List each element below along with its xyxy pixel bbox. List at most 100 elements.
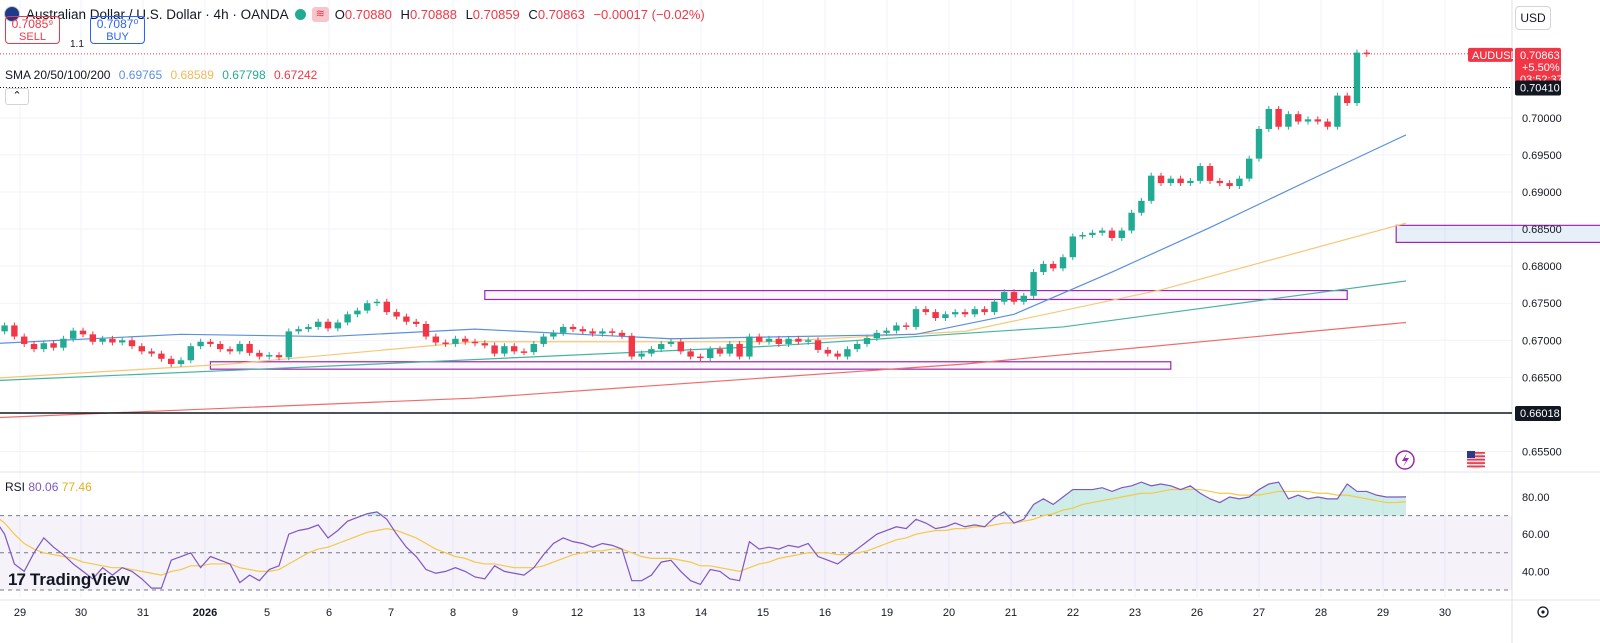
settings-gear-icon	[1537, 606, 1549, 618]
candle	[403, 316, 410, 322]
candle	[305, 326, 312, 330]
candle	[70, 330, 77, 339]
candle	[648, 349, 655, 354]
sma-label: SMA 20/50/100/200	[5, 68, 111, 82]
support-badge-value: 0.66018	[1520, 408, 1560, 420]
candle	[1059, 257, 1067, 269]
candle	[334, 322, 341, 329]
price-tick-label: 0.68000	[1522, 261, 1562, 273]
candle	[128, 340, 136, 347]
last-price-badge	[1515, 47, 1561, 88]
high-label: H	[400, 6, 410, 22]
candle	[109, 338, 116, 343]
us-flag-stripe	[1467, 455, 1485, 458]
rsi-label: RSI	[5, 480, 26, 494]
rsi-overbought-fill	[0, 482, 1406, 516]
buy-button[interactable]: 0.7087⁰ BUY	[90, 16, 145, 44]
candle	[609, 331, 616, 333]
rsi-line	[0, 481, 1407, 589]
candle	[432, 336, 439, 343]
candle	[834, 353, 841, 357]
candle	[40, 343, 47, 350]
sell-button[interactable]: 0.7085⁹ SELL	[5, 16, 60, 44]
candle	[158, 353, 165, 359]
candle	[697, 356, 704, 359]
candle	[1246, 158, 1253, 179]
rsi-legend[interactable]: RSI 80.06 77.46	[5, 480, 92, 494]
candle	[1236, 178, 1243, 187]
us-flag-stripe	[1467, 465, 1485, 468]
time-tick-label: 9	[512, 607, 518, 619]
time-tick-label: 22	[1067, 607, 1079, 619]
candle	[1295, 114, 1302, 122]
symbol-title[interactable]: Australian Dollar / U.S. Dollar · 4h · O…	[26, 6, 289, 22]
candle	[530, 343, 537, 353]
time-tick-label: 6	[326, 607, 332, 619]
candle	[148, 351, 155, 354]
tradingview-logo-text: TradingView	[29, 570, 130, 589]
candle	[736, 343, 743, 357]
candle	[785, 338, 792, 344]
candle	[1138, 200, 1145, 213]
sma200-value: 0.67242	[273, 68, 318, 82]
candle	[1265, 108, 1272, 129]
market-status-icon[interactable]	[294, 8, 306, 20]
us-flag-canton	[1467, 451, 1475, 458]
candle	[511, 346, 518, 352]
candle	[618, 332, 626, 336]
candle	[952, 312, 959, 315]
candle	[138, 346, 145, 352]
candle	[471, 341, 479, 344]
collapse-legend-icon[interactable]: ⌃	[5, 88, 29, 105]
candle	[746, 336, 753, 357]
time-tick-label: 7	[388, 607, 394, 619]
candle	[295, 329, 302, 332]
sma20-value: 0.69765	[118, 68, 163, 82]
time-tick-label: 8	[450, 607, 456, 619]
us-flag-stripe	[1467, 452, 1485, 454]
candle	[481, 343, 488, 346]
candle	[344, 314, 351, 323]
candle	[1050, 263, 1057, 269]
candle	[275, 355, 283, 358]
sma-legend[interactable]: SMA 20/50/100/200 0.69765 0.68589 0.6779…	[5, 68, 322, 82]
candle	[991, 301, 998, 313]
candle	[119, 340, 126, 343]
candle	[854, 343, 861, 350]
lightning-event-icon	[1395, 450, 1415, 470]
candle	[912, 309, 920, 327]
candle	[1187, 180, 1194, 184]
sma200-line	[0, 321, 1407, 419]
sma100-value: 0.67798	[222, 68, 266, 82]
high-value: 0.70888	[409, 6, 457, 22]
candle	[1334, 95, 1341, 127]
candle	[628, 335, 635, 357]
candle	[226, 349, 234, 352]
time-tick-label: 21	[1005, 607, 1017, 619]
candle	[1285, 114, 1292, 127]
time-tick-label: 30	[75, 607, 87, 619]
candle	[1020, 295, 1027, 302]
candle	[266, 355, 273, 357]
candle	[50, 343, 57, 348]
candle	[462, 338, 469, 342]
rsi-tick-label: 40.00	[1522, 566, 1550, 578]
candle	[863, 338, 871, 344]
candle	[579, 329, 586, 332]
time-tick-label: 15	[757, 607, 769, 619]
candle	[1148, 175, 1155, 201]
rsi-ma-line	[0, 488, 1407, 576]
time-tick-label: 5	[264, 607, 270, 619]
candle	[187, 346, 194, 361]
level-badge	[1515, 80, 1561, 96]
symbol-badge	[1468, 47, 1513, 62]
currency-button[interactable]: USD	[1515, 6, 1551, 30]
candle	[21, 336, 28, 344]
price-tick-label: 0.67500	[1522, 298, 1562, 310]
sr-zone-2	[1395, 224, 1600, 243]
wave-icon[interactable]: ≋	[311, 6, 329, 22]
candle	[1157, 175, 1165, 184]
time-tick-label: 16	[819, 607, 831, 619]
candle	[658, 343, 665, 350]
